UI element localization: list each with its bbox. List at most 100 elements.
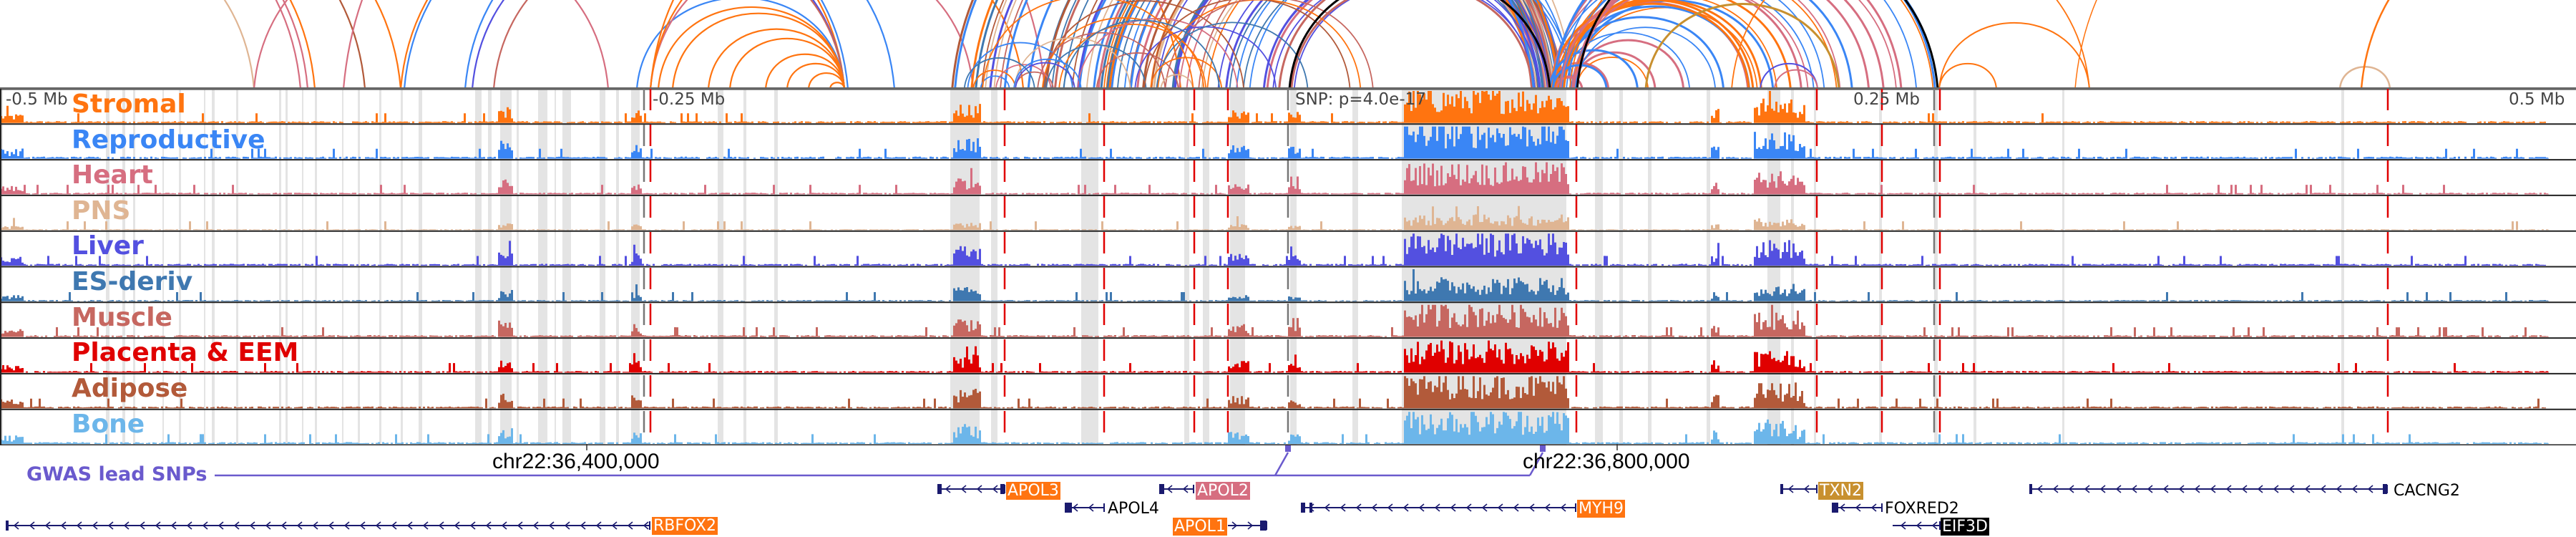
loop-arc — [342, 0, 1046, 89]
strand-arrow — [406, 521, 413, 530]
loop-arc — [1156, 21, 1309, 89]
strand-arrow — [1182, 485, 1189, 493]
scale-label-snp: SNP: p=4.0e-17 — [1295, 90, 1426, 109]
gene-label-txn2[interactable]: TXN2 — [1818, 482, 1863, 500]
scale-label-minus-0.25mb: -0.25 Mb — [653, 90, 726, 109]
strand-arrow — [139, 521, 145, 530]
gene-model-apol2[interactable] — [1159, 484, 1194, 494]
loop-arc — [1157, 0, 1362, 89]
loop-arc — [1555, 76, 1584, 89]
loop-arc — [1151, 0, 1550, 89]
gene-model-eif3d[interactable] — [1893, 521, 1941, 530]
gene-label-cacng2[interactable]: CACNG2 — [2394, 482, 2460, 500]
strand-arrow — [2099, 485, 2106, 493]
loop-arc — [492, 0, 846, 89]
exon — [1309, 503, 1312, 513]
annotation-area — [6, 444, 2388, 531]
strand-arrow — [2210, 485, 2216, 493]
loop-arc — [1063, 19, 1221, 89]
gwas-snp-marker-2[interactable] — [1540, 445, 1546, 452]
strand-arrow — [627, 521, 633, 530]
loop-arc — [1563, 0, 1792, 89]
track-bone — [0, 412, 2576, 445]
strand-arrow — [976, 485, 982, 493]
loop-arc — [671, 12, 846, 89]
gwas-snp-marker-1[interactable] — [1285, 445, 1291, 452]
scale-label-0.25mb: 0.25 Mb — [1853, 90, 1920, 109]
loop-arc — [649, 0, 975, 89]
loop-arc — [253, 0, 610, 89]
loop-arc — [1263, 0, 1541, 89]
strand-arrow — [2336, 485, 2342, 493]
exon — [1000, 484, 1005, 494]
loop-arc — [829, 82, 846, 89]
strand-arrow — [1450, 503, 1456, 512]
gene-label-rbfox2[interactable]: RBFOX2 — [652, 517, 718, 535]
strand-arrow — [2068, 485, 2074, 493]
gene-label-myh9[interactable]: MYH9 — [1577, 500, 1625, 518]
strand-arrow — [2320, 485, 2326, 493]
gene-label-apol3[interactable]: APOL3 — [1006, 482, 1060, 500]
strand-arrow — [107, 521, 114, 530]
track-pns — [0, 205, 2576, 232]
gene-model-txn2[interactable] — [1780, 484, 1818, 494]
gene-model-apol3[interactable] — [937, 484, 1005, 494]
loop-arc — [707, 28, 846, 89]
signal-area — [0, 376, 2549, 409]
strand-arrow — [76, 521, 82, 530]
strand-arrow — [1247, 521, 1254, 530]
gene-label-eif3d[interactable]: EIF3D — [1941, 518, 1989, 536]
strand-arrow — [29, 521, 35, 530]
strand-arrow — [1870, 503, 1877, 512]
loop-arc — [1015, 62, 1075, 89]
strand-arrow — [548, 521, 555, 530]
loop-arc — [972, 69, 1017, 89]
strand-arrow — [1355, 503, 1362, 512]
loop-arc — [1278, 0, 1553, 89]
scale-label-minus-0.5mb: -0.5 Mb — [6, 90, 68, 109]
strand-arrow — [123, 521, 130, 530]
gwas-connector-1 — [1274, 452, 1289, 476]
strand-arrow — [1497, 503, 1503, 512]
strand-arrow — [375, 521, 381, 530]
gene-label-apol1[interactable]: APOL1 — [1173, 518, 1227, 536]
loop-arc — [1043, 0, 1244, 89]
gwas-track-label: GWAS lead SNPs — [26, 463, 208, 485]
strand-arrow — [945, 485, 951, 493]
exon — [1301, 503, 1305, 513]
coordinate-label-36400000: chr22:36,400,000 — [492, 450, 660, 473]
signal-area — [0, 126, 2549, 159]
loop-arc — [649, 0, 1025, 89]
gene-model-apol4[interactable] — [1065, 503, 1105, 513]
strand-arrow — [643, 521, 649, 530]
strand-arrow — [2194, 485, 2200, 493]
strand-arrow — [218, 521, 224, 530]
strand-arrow — [2036, 485, 2043, 493]
loop-arc — [1574, 26, 1717, 89]
loop-arc — [1201, 0, 1537, 89]
strand-arrow — [1513, 503, 1519, 512]
gene-model-myh9[interactable] — [1301, 503, 1576, 513]
loop-arc — [963, 57, 1035, 89]
loop-arc — [2338, 66, 2391, 89]
loop-arc — [2360, 0, 2390, 89]
gene-model-foxred2[interactable] — [1832, 503, 1883, 513]
gene-label-apol2[interactable]: APOL2 — [1196, 482, 1250, 500]
strand-arrow — [422, 521, 429, 530]
gene-model-cacng2[interactable] — [2029, 484, 2388, 494]
gene-model-rbfox2[interactable] — [6, 521, 650, 531]
strand-arrow — [202, 521, 208, 530]
strand-arrow — [2052, 485, 2059, 493]
gene-label-apol4[interactable]: APOL4 — [1108, 500, 1159, 518]
strand-arrow — [1387, 503, 1393, 512]
chromatin-loop-arcs — [0, 0, 2576, 89]
loop-arc — [1576, 0, 1897, 89]
strand-arrow — [595, 521, 602, 530]
loop-arc — [1171, 0, 1545, 89]
gene-label-foxred2[interactable]: FOXRED2 — [1885, 500, 1959, 518]
strand-arrow — [1465, 503, 1472, 512]
gene-model-apol1[interactable] — [1228, 521, 1267, 531]
loop-arc — [1774, 69, 1818, 89]
loop-arc — [2074, 0, 2097, 89]
strand-arrow — [1371, 503, 1377, 512]
